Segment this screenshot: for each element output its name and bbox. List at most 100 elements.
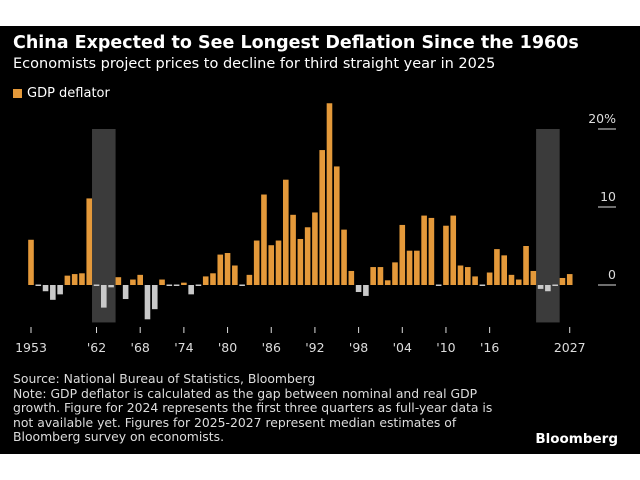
bar xyxy=(297,238,304,285)
bar xyxy=(261,194,267,285)
bar xyxy=(421,215,427,285)
bar xyxy=(384,280,391,285)
x-tick-label: '04 xyxy=(393,340,412,355)
bar xyxy=(224,253,231,285)
bar xyxy=(494,249,500,285)
y-tick-label: 20% xyxy=(588,111,616,126)
bar xyxy=(443,225,449,285)
bar xyxy=(363,285,369,296)
bar xyxy=(86,198,93,285)
bar xyxy=(399,224,406,285)
shaded-period xyxy=(536,129,560,323)
x-tick-label: '86 xyxy=(262,340,281,355)
bar xyxy=(370,267,376,285)
x-tick-label: '74 xyxy=(174,340,193,355)
bar xyxy=(472,276,478,285)
bar xyxy=(508,274,515,285)
bar xyxy=(232,265,238,285)
bar xyxy=(202,276,209,285)
bar xyxy=(71,274,78,285)
bar xyxy=(333,166,340,285)
bar xyxy=(188,285,194,295)
bar xyxy=(253,240,260,285)
bar xyxy=(268,245,275,285)
x-tick-label: '80 xyxy=(218,340,237,355)
legend-swatch xyxy=(13,89,22,98)
bar xyxy=(319,150,325,285)
x-tick-label: '68 xyxy=(131,340,150,355)
bar xyxy=(566,274,573,285)
bar xyxy=(355,285,362,293)
bar xyxy=(122,285,129,300)
bar xyxy=(559,277,566,285)
bar xyxy=(42,285,49,292)
bar xyxy=(377,267,384,285)
bar xyxy=(144,285,151,320)
bar xyxy=(545,285,551,292)
bar xyxy=(392,262,398,285)
bloomberg-logo: Bloomberg xyxy=(535,431,618,447)
bar xyxy=(406,250,413,285)
bar xyxy=(210,273,216,285)
bar xyxy=(239,284,245,286)
bar xyxy=(159,279,165,285)
bar xyxy=(50,285,56,300)
bar xyxy=(348,270,355,285)
bar xyxy=(79,273,85,285)
bar xyxy=(435,284,442,286)
bar xyxy=(28,239,34,285)
bar xyxy=(341,229,347,285)
bar xyxy=(173,284,180,286)
bar xyxy=(130,279,136,285)
bar xyxy=(450,215,457,285)
bar xyxy=(275,240,282,285)
chart-title: China Expected to See Longest Deflation … xyxy=(13,33,579,53)
source-text: Source: National Bureau of Statistics, B… xyxy=(13,371,316,386)
bar xyxy=(108,285,114,288)
legend-label: GDP deflator xyxy=(27,86,110,101)
bar xyxy=(151,285,158,310)
bar xyxy=(515,279,522,285)
bar xyxy=(537,285,544,289)
bar xyxy=(530,270,537,285)
bar xyxy=(35,284,42,286)
bar xyxy=(290,214,296,285)
x-tick-label: '16 xyxy=(480,340,499,355)
legend: GDP deflator xyxy=(13,86,110,101)
bar xyxy=(552,284,558,286)
x-tick-label: '92 xyxy=(305,340,324,355)
bar xyxy=(101,285,107,308)
x-tick-label: '98 xyxy=(349,340,368,355)
x-tick-label: 1953 xyxy=(15,340,47,355)
shaded-period xyxy=(92,129,116,323)
bar xyxy=(246,274,253,285)
bar xyxy=(217,254,224,285)
bar xyxy=(486,272,493,285)
bar xyxy=(523,246,529,285)
bar xyxy=(195,284,202,286)
bar xyxy=(57,285,63,295)
x-tick-label: '10 xyxy=(436,340,455,355)
y-tick-label: 10 xyxy=(600,189,616,204)
bar xyxy=(414,250,420,285)
x-tick-label: 2027 xyxy=(554,340,586,355)
bar xyxy=(304,227,311,285)
bar xyxy=(465,267,471,285)
notes: Source: National Bureau of Statistics, B… xyxy=(13,371,513,445)
bar xyxy=(166,284,173,286)
bar xyxy=(93,284,100,286)
bar xyxy=(64,275,71,285)
bar xyxy=(501,255,507,285)
bar xyxy=(326,103,333,285)
x-tick-label: '62 xyxy=(87,340,106,355)
bar xyxy=(137,274,143,285)
bar xyxy=(479,284,486,286)
bar xyxy=(181,282,187,285)
bar xyxy=(428,217,435,285)
bar xyxy=(457,265,464,285)
note-text: Note: GDP deflator is calculated as the … xyxy=(13,385,493,444)
bar xyxy=(312,212,318,285)
chart-subtitle: Economists project prices to decline for… xyxy=(13,56,496,72)
